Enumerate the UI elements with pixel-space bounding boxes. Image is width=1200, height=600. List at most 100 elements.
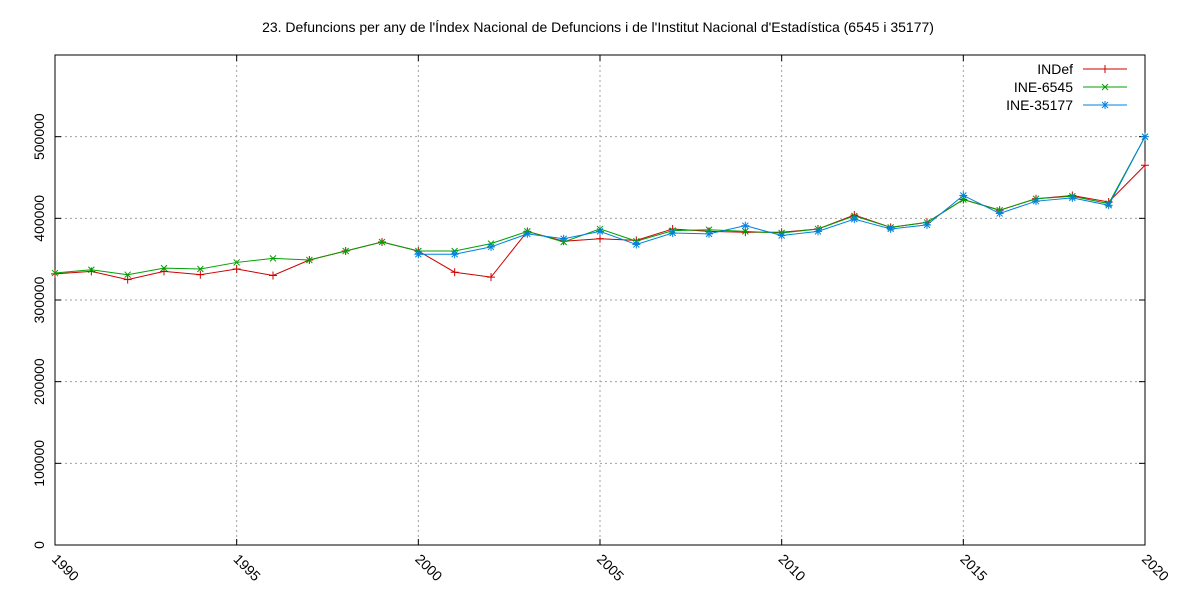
y-tick-label: 0 [31,541,47,549]
marker-stroke [632,241,640,248]
marker-stroke [1068,194,1076,202]
data-point-ine-35177 [959,191,968,200]
data-point-indef [269,271,277,280]
legend-label-ine-35177: INE-35177 [1006,97,1073,113]
data-point-ine-35177 [886,224,895,233]
marker-stroke [269,254,277,262]
data-point-ine-35177 [596,227,604,236]
marker-stroke [996,210,1004,217]
data-point-ine-35177 [1068,193,1077,202]
marker-stroke [850,215,858,223]
legend-label-indef: INDef [1037,61,1073,77]
data-point-ine-6545 [305,256,313,264]
data-point-ine-35177 [1032,197,1040,206]
x-tick-label: 2010 [776,551,809,584]
data-point-ine-35177 [995,209,1004,218]
marker-stroke [669,229,677,237]
marker-stroke [414,250,422,258]
data-point-ine-35177 [777,231,786,240]
grid-lines [55,55,1145,545]
data-point-ine-35177 [487,242,495,251]
marker-stroke [87,266,95,274]
marker-stroke [596,228,604,235]
data-point-ine-6545 [160,264,168,272]
data-point-ine-6545 [342,247,350,255]
data-point-ine-6545 [196,265,204,273]
y-tick-label: 400000 [31,195,47,242]
series-layer [51,132,1149,284]
marker-stroke [160,264,168,272]
data-point-ine-35177 [414,250,423,259]
data-point-indef [123,275,132,284]
data-point-indef [232,264,241,273]
y-tick-label: 200000 [31,358,47,405]
data-point-indef [51,269,59,278]
legend-marker-ine-6545 [1101,83,1109,91]
marker-stroke [705,230,713,238]
marker-stroke [778,232,786,239]
legend-marker-indef [1101,65,1109,73]
x-tick-label: 2005 [594,551,627,584]
marker-stroke [1032,197,1040,205]
x-tick-label: 2000 [412,551,445,584]
legend-marker-ine-35177 [1101,101,1109,109]
x-axis: 1990 1995 2000 2005 2010 2015 2020 [49,55,1172,584]
data-point-ine-35177 [450,250,459,259]
marker-stroke [741,228,749,235]
data-point-ine-35177 [705,229,713,238]
marker-stroke [305,256,313,264]
marker-stroke [923,221,931,229]
marker-stroke [342,247,350,255]
y-tick-label: 300000 [31,276,47,323]
data-point-indef [487,273,495,282]
data-point-ine-6545 [741,228,749,235]
data-point-ine-6545 [269,254,277,262]
data-point-ine-35177 [1141,132,1149,141]
x-tick-label: 1990 [49,551,82,584]
series-ine-35177 [414,132,1149,259]
legend: INDef INE-6545 INE-35177 [1006,61,1127,113]
data-point-indef [196,270,205,279]
x-tick-label: 2015 [957,551,990,584]
data-point-ine-6545 [378,238,386,246]
marker-stroke [1141,133,1149,141]
data-point-ine-35177 [850,215,859,224]
data-point-ine-6545 [233,259,241,266]
marker-stroke [487,243,495,251]
data-point-indef [1141,161,1149,170]
data-point-ine-35177 [814,227,822,236]
marker-stroke [51,269,59,277]
y-tick-label: 100000 [31,440,47,487]
legend-label-ine-6545: INE-6545 [1014,79,1073,95]
data-point-ine-6545 [124,271,132,279]
marker-stroke [560,235,568,243]
marker-stroke [1105,201,1113,209]
data-point-ine-35177 [668,229,677,238]
x-tick-label: 2020 [1139,551,1172,584]
marker-stroke [523,230,531,238]
marker-stroke [378,238,386,246]
data-point-ine-35177 [523,229,532,238]
marker-stroke [196,265,204,273]
marker-stroke [1101,83,1109,91]
marker-stroke [233,259,241,266]
data-point-indef [450,268,459,277]
marker-stroke [124,271,132,279]
data-point-ine-35177 [741,221,750,230]
data-point-indef [596,234,604,243]
data-point-ine-35177 [1104,201,1113,210]
marker-stroke [887,225,895,233]
data-point-ine-35177 [559,234,568,243]
marker-stroke [741,222,749,230]
y-tick-label: 500000 [31,113,47,160]
marker-stroke [451,250,459,258]
y-axis: 0 100000 200000 300000 400000 500000 [31,113,1145,549]
marker-stroke [1101,101,1109,109]
marker-stroke [959,192,967,199]
series-line-indef [54,164,1146,281]
data-point-ine-6545 [87,266,95,274]
data-point-ine-6545 [51,269,59,277]
marker-stroke [814,228,822,235]
data-point-ine-35177 [923,220,931,229]
